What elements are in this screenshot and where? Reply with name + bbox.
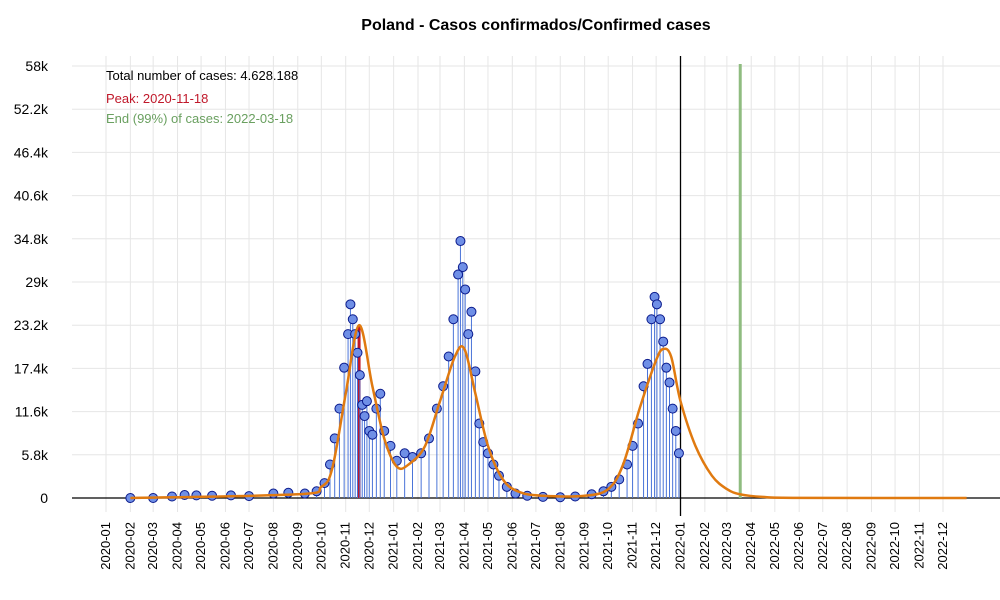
data-point (345, 299, 356, 310)
x-tick-label: 2021-08 (552, 522, 567, 570)
data-point (453, 269, 464, 280)
data-point (191, 490, 202, 501)
x-tick-label: 2021-02 (410, 522, 425, 570)
x-tick-label: 2020-05 (193, 522, 208, 570)
data-point (646, 314, 657, 325)
x-tick-label: 2020-03 (145, 522, 160, 570)
x-tick-label: 2022-02 (697, 522, 712, 570)
data-point (354, 370, 365, 381)
data-point (268, 488, 279, 499)
y-tick-label: 46.4k (14, 144, 49, 160)
end-annotation: End (99%) of cases: 2022-03-18 (106, 111, 293, 126)
data-point (399, 448, 410, 459)
data-point (661, 362, 672, 373)
x-tick-label: 2020-09 (290, 522, 305, 570)
x-tick-label: 2022-06 (791, 522, 806, 570)
data-point (457, 262, 468, 273)
x-tick-label: 2021-05 (480, 522, 495, 570)
x-tick-label: 2022-08 (839, 522, 854, 570)
x-tick-label: 2022-12 (935, 522, 950, 570)
x-tick-label: 2021-12 (648, 522, 663, 570)
x-tick-label: 2020-04 (170, 522, 185, 570)
x-tick-label: 2021-10 (600, 522, 615, 570)
data-point (463, 329, 474, 340)
y-tick-label: 0 (40, 490, 48, 506)
data-point (667, 403, 678, 414)
x-tick-label: 2021-03 (432, 522, 447, 570)
y-tick-labels: 0 5.8k 11.6k 17.4k 23.2k 29k 34.8k 40.6k 46.4k 52… (14, 58, 49, 506)
data-point (673, 448, 684, 459)
data-point (375, 388, 386, 399)
x-tick-label: 2022-07 (815, 522, 830, 570)
x-tick-label: 2022-11 (911, 522, 926, 569)
y-tick-label: 58k (25, 58, 49, 74)
x-tick-label: 2022-05 (767, 522, 782, 570)
x-tick-label: 2022-03 (719, 522, 734, 570)
y-tick-label: 5.8k (22, 447, 49, 463)
markers (357, 56, 742, 516)
x-tick-labels: 2020-01 2020-02 2020-03 2020-04 2020-05 2020-… (98, 522, 950, 570)
x-tick-label: 2020-11 (338, 522, 353, 569)
data-point (455, 236, 466, 247)
x-tick-label: 2022-09 (863, 522, 878, 570)
x-tick-label: 2021-06 (504, 522, 519, 570)
x-tick-label: 2020-02 (122, 522, 137, 570)
data-point (448, 314, 459, 325)
data-point (367, 429, 378, 440)
peak-annotation: Peak: 2020-11-18 (106, 91, 208, 106)
y-tick-label: 11.6k (15, 404, 49, 420)
x-tick-label: 2022-04 (743, 522, 758, 570)
data-point (664, 377, 675, 388)
data-point (347, 314, 358, 325)
data-point (658, 336, 669, 347)
data-point (642, 358, 653, 369)
y-tick-label: 17.4k (14, 360, 49, 376)
x-tick-label: 2021-04 (456, 522, 471, 570)
y-tick-label: 52.2k (14, 101, 49, 117)
x-tick-label: 2022-10 (887, 522, 902, 570)
chart-title: Poland - Casos confirmados/Confirmed cas… (361, 17, 711, 34)
data-point (359, 411, 370, 422)
x-tick-label: 2021-01 (386, 522, 401, 570)
data-point (361, 396, 372, 407)
stems (171, 241, 680, 498)
data-point (443, 351, 454, 362)
y-tick-label: 23.2k (14, 317, 49, 333)
x-tick-label: 2021-11 (625, 522, 640, 569)
x-tick-label: 2021-07 (528, 522, 543, 570)
x-tick-label: 2022-01 (673, 522, 688, 570)
data-point (655, 314, 666, 325)
data-point (670, 425, 681, 436)
x-tick-label: 2020-12 (361, 522, 376, 570)
data-points (125, 236, 684, 503)
x-tick-label: 2020-01 (98, 522, 113, 570)
data-point (466, 306, 477, 317)
x-tick-label: 2020-07 (241, 522, 256, 570)
data-point (352, 347, 363, 358)
x-tick-label: 2021-09 (577, 522, 592, 570)
y-tick-label: 29k (25, 274, 49, 290)
fitted-curve (130, 323, 967, 500)
fit-curve-line (130, 323, 967, 500)
data-point (460, 284, 471, 295)
data-point (339, 362, 350, 373)
x-tick-label: 2020-10 (313, 522, 328, 570)
y-tick-label: 34.8k (14, 231, 49, 247)
x-tick-label: 2020-06 (217, 522, 232, 570)
y-tick-label: 40.6k (14, 188, 49, 204)
x-tick-label: 2020-08 (265, 522, 280, 570)
data-point (651, 299, 662, 310)
total-cases-annotation: Total number of cases: 4.628.188 (106, 68, 298, 83)
